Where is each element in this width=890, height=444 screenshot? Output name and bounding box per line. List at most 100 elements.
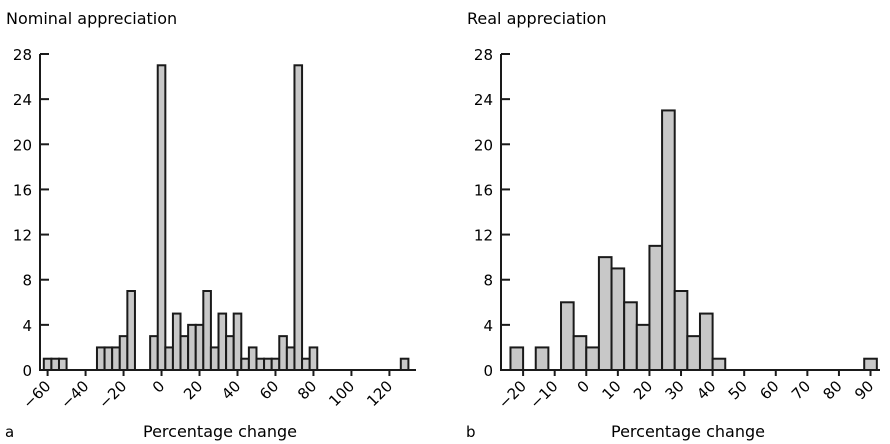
histogram-bar: [560, 301, 575, 371]
x-tick-label: 90: [851, 377, 877, 403]
histogram-bar: [572, 335, 588, 371]
x-tick-label: 80: [820, 377, 846, 403]
histogram-bar: [95, 346, 106, 371]
panel-nominal: Nominal appreciation 0 4 8 12 16 20 24 28 −60 −4…: [5, 9, 416, 441]
x-tick-label: 0: [149, 377, 168, 396]
y-tick-label: 20: [474, 136, 493, 154]
histogram-bar: [673, 290, 689, 371]
panel-b-x-axis-label: Percentage change: [611, 422, 765, 441]
histogram-bar: [270, 357, 281, 372]
histogram-bar: [686, 335, 701, 371]
panel-b-letter: b: [466, 423, 476, 441]
histogram-bar: [661, 109, 676, 372]
x-tick-label: 10: [598, 377, 624, 403]
histogram-bar: [164, 346, 174, 371]
histogram-bar: [156, 64, 167, 372]
y-tick-label: 16: [13, 181, 32, 199]
panel-b-y-ticks: 0 4 8 12 16 20 24 28: [474, 46, 510, 380]
panel-a-title: Nominal appreciation: [6, 9, 177, 28]
x-tick-label: 50: [725, 377, 751, 403]
histogram-bar: [240, 357, 250, 372]
histogram-bar: [202, 290, 212, 371]
y-tick-label: 4: [483, 317, 493, 335]
y-tick-label: 4: [22, 317, 32, 335]
x-tick-label: 120: [363, 377, 396, 410]
histogram-bar: [698, 312, 714, 372]
histogram-bar: [285, 346, 296, 371]
x-tick-label: −20: [495, 377, 530, 412]
x-tick-label: 100: [325, 377, 358, 410]
histogram-bar: [171, 312, 182, 372]
histogram-bar: [399, 357, 410, 372]
x-tick-label: 40: [693, 377, 719, 403]
x-tick-label: 60: [256, 377, 282, 403]
histogram-bar: [232, 312, 243, 372]
histogram-bar: [863, 357, 878, 372]
histogram-bar: [534, 346, 550, 371]
x-tick-label: −10: [526, 377, 561, 412]
histogram-bar: [179, 335, 190, 371]
histogram-bar: [247, 346, 258, 371]
histogram-bar: [57, 357, 68, 372]
histogram-bar: [111, 346, 121, 371]
histogram-bar: [597, 256, 613, 371]
panel-b-axes: [500, 54, 880, 371]
histogram-bar: [149, 335, 159, 371]
panel-a-x-ticks: −60 −40 −20 0 20 40 60 80 100 120: [19, 370, 396, 412]
x-tick-label: 80: [294, 377, 320, 403]
histogram-bar: [711, 357, 727, 372]
histogram-bar: [50, 357, 60, 372]
y-tick-label: 24: [13, 91, 32, 109]
y-tick-label: 20: [13, 136, 32, 154]
x-tick-label: 20: [630, 377, 656, 403]
histogram-bar: [635, 323, 651, 372]
y-tick-label: 28: [13, 46, 32, 64]
histogram-bar: [278, 335, 288, 371]
x-tick-label: −60: [19, 377, 54, 412]
panel-a-x-axis-label: Percentage change: [143, 422, 297, 441]
x-tick-label: 60: [756, 377, 782, 403]
y-tick-label: 12: [474, 227, 493, 245]
x-tick-label: −40: [57, 377, 92, 412]
x-tick-label: −20: [95, 377, 130, 412]
histogram-bar: [255, 357, 266, 372]
histogram-bar: [194, 323, 205, 372]
x-tick-label: 30: [662, 377, 688, 403]
y-tick-label: 8: [22, 272, 32, 290]
histogram-bar: [187, 323, 197, 372]
x-tick-label: 70: [788, 377, 814, 403]
y-tick-label: 24: [474, 91, 493, 109]
x-tick-label: 20: [180, 377, 206, 403]
histogram-bar: [308, 346, 319, 371]
histogram-bar: [225, 335, 235, 371]
histogram-bar: [585, 346, 600, 371]
histogram-bar: [42, 357, 53, 372]
y-tick-label: 12: [13, 227, 32, 245]
panel-a-letter: a: [5, 423, 14, 441]
panel-a-axes: [39, 54, 416, 371]
histogram-bar: [126, 290, 136, 371]
y-tick-label: 8: [483, 272, 493, 290]
histogram-bar: [263, 357, 273, 372]
histogram-bar: [301, 357, 311, 372]
histogram-bar: [217, 312, 228, 372]
panel-b-x-ticks: −20−10 0 10 20 30 40 50 60 70 80 90: [495, 370, 877, 412]
histogram-bar: [623, 301, 638, 371]
histogram-bar: [509, 346, 525, 371]
panel-b-bars: [509, 109, 878, 372]
panel-b-title: Real appreciation: [467, 9, 606, 28]
x-tick-label: 40: [218, 377, 244, 403]
histogram-bar: [209, 346, 220, 371]
panel-a-y-ticks: 0 4 8 12 16 20 24 28: [13, 46, 49, 380]
histogram-bar: [293, 64, 304, 372]
histogram-bar: [118, 335, 129, 371]
y-tick-label: 0: [483, 362, 493, 380]
y-tick-label: 28: [474, 46, 493, 64]
histogram-bar: [648, 244, 664, 372]
x-tick-label: 0: [574, 377, 593, 396]
y-tick-label: 0: [22, 362, 32, 380]
histogram-bar: [610, 267, 626, 371]
histogram-bar: [103, 346, 114, 371]
